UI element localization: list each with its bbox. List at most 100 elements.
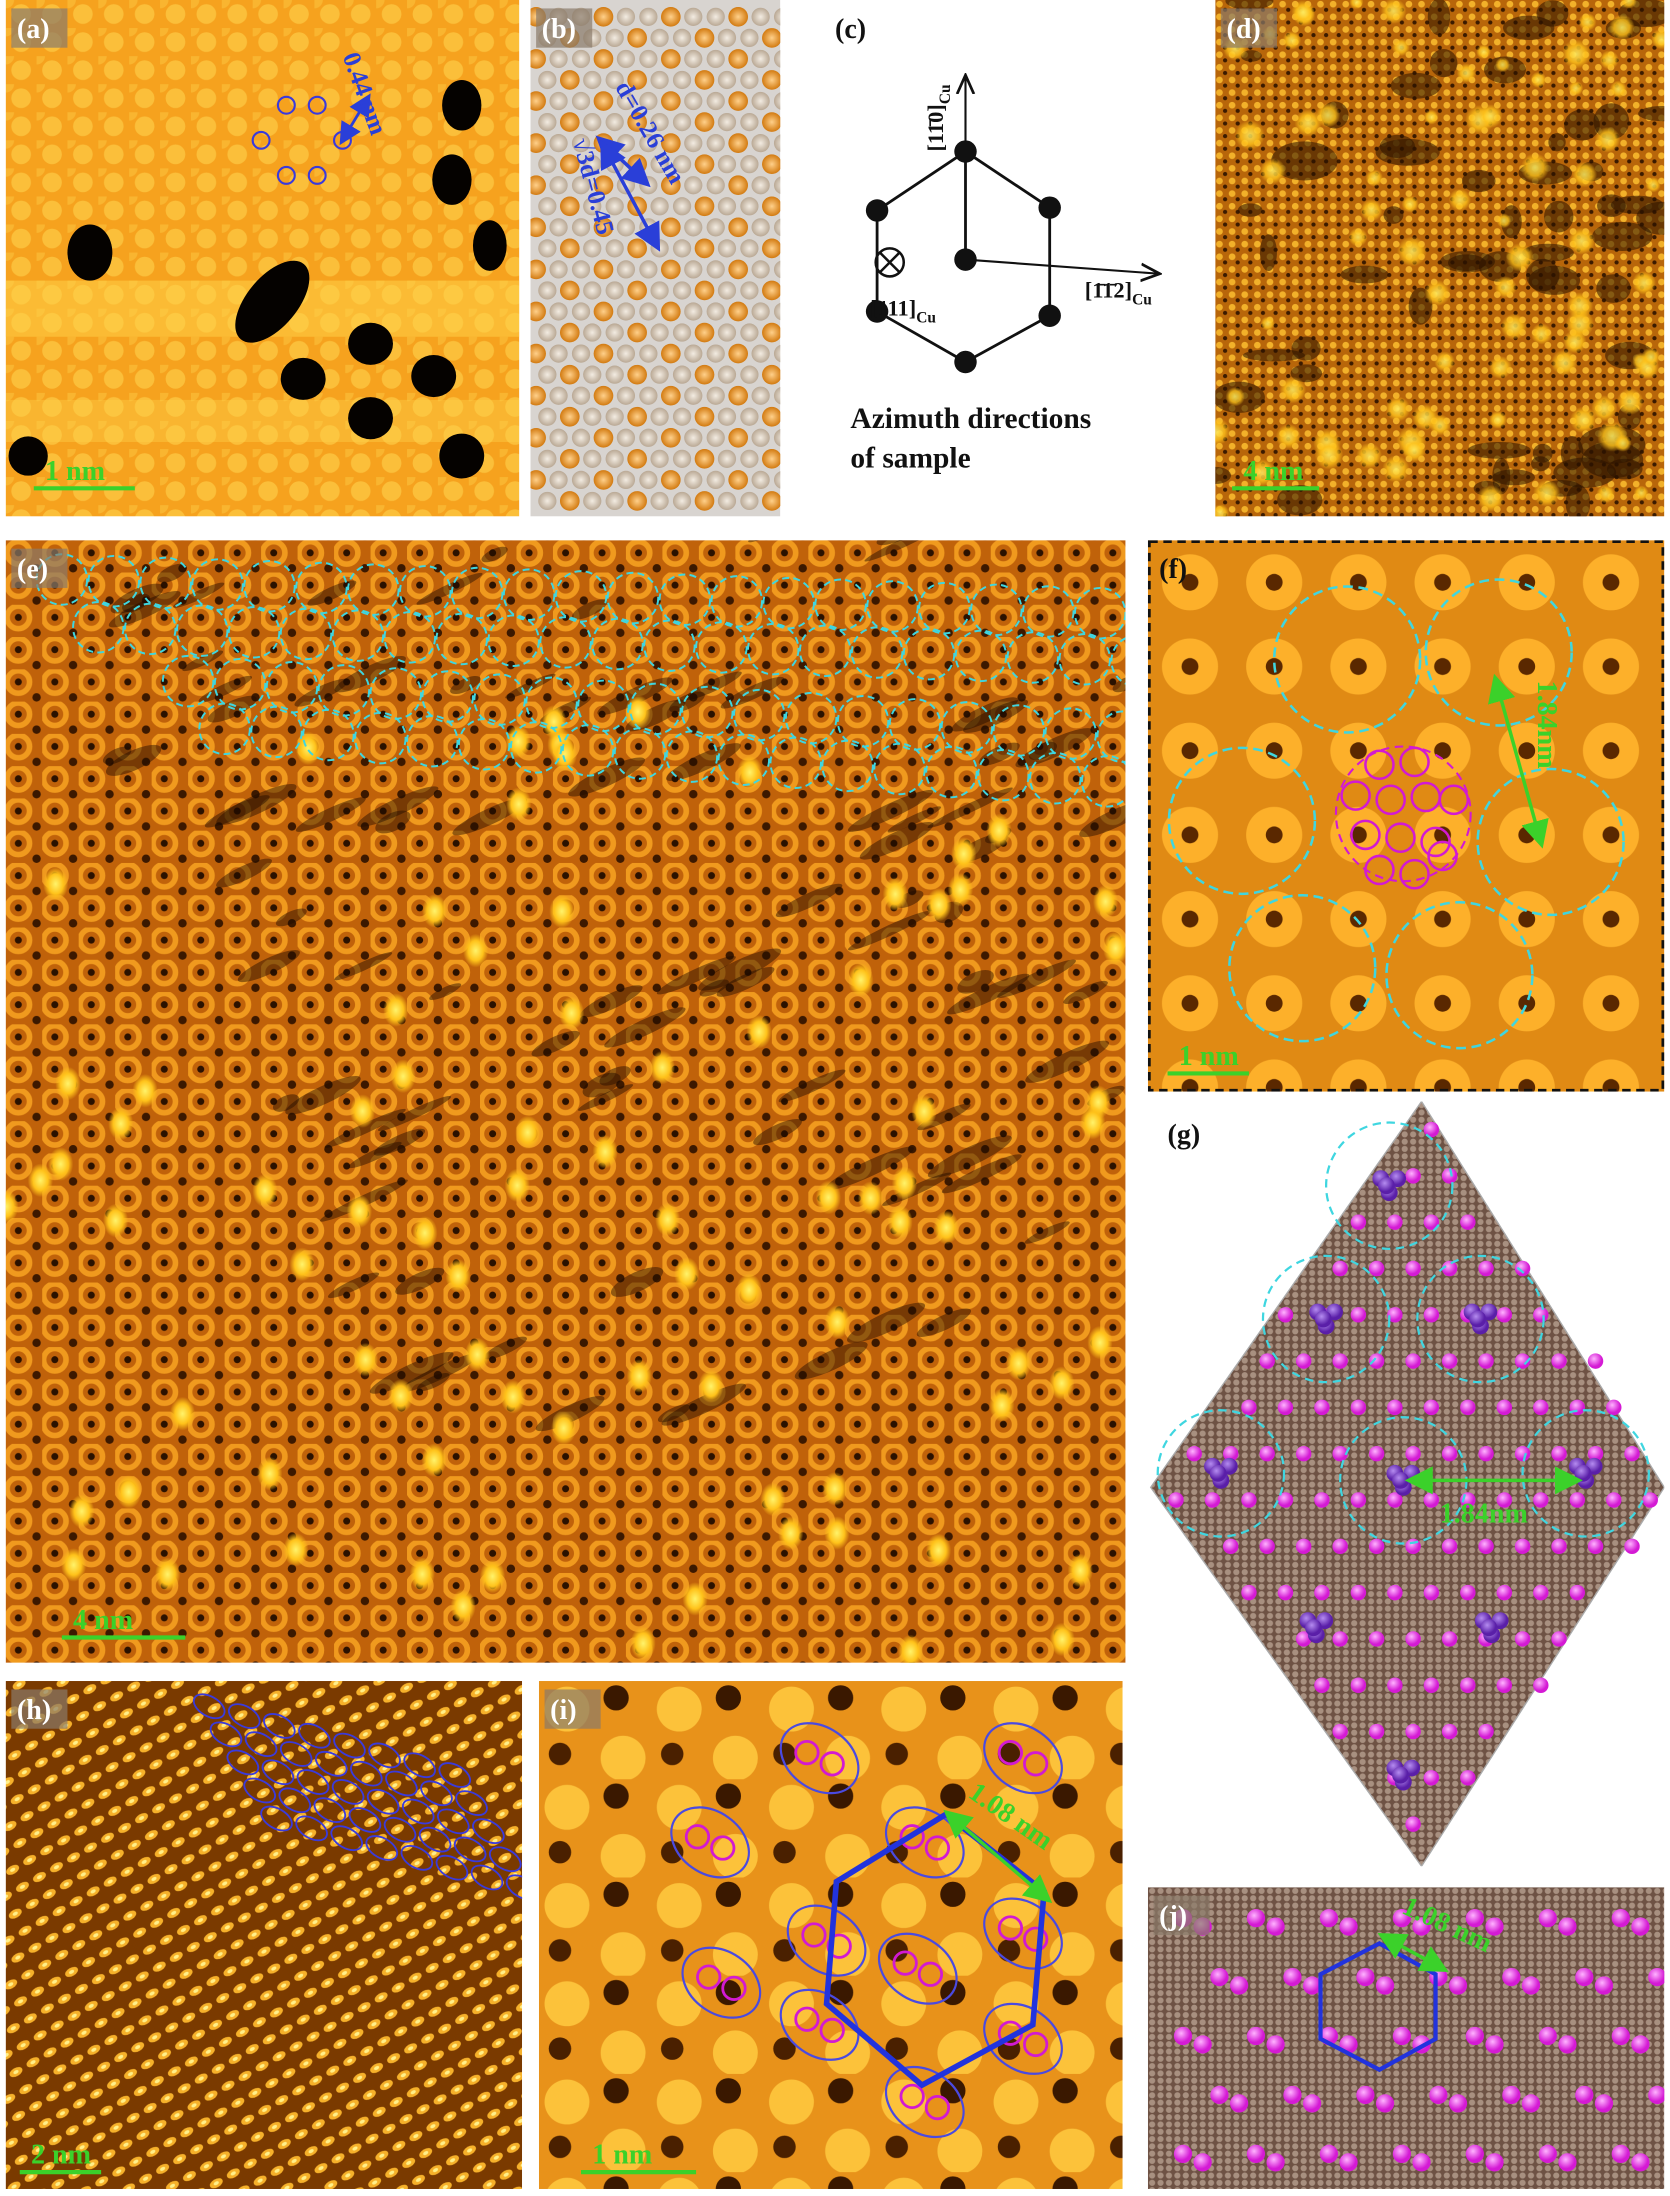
adatom	[61, 1548, 87, 1582]
cu-marker	[1350, 819, 1381, 851]
direction-label: [1̄1̄2]Cu	[1085, 277, 1153, 308]
dark-stripe	[182, 650, 224, 672]
bright-spot	[1225, 386, 1245, 407]
dark-stripe	[373, 1128, 426, 1156]
cu-atom	[1448, 2094, 1468, 2113]
cu-marker	[826, 1933, 852, 1959]
pair-marker	[385, 1770, 418, 1797]
unit-circle	[1272, 585, 1422, 734]
substrate-atom	[717, 365, 737, 384]
bright-spot	[1614, 434, 1632, 452]
cu-atom	[1441, 1353, 1458, 1369]
bright-spot	[1260, 316, 1275, 331]
substrate-atom	[717, 239, 737, 258]
dark-stripe	[599, 1066, 631, 1086]
bright-spot	[1530, 323, 1553, 345]
cu-atom	[762, 28, 781, 48]
substrate-atom	[717, 281, 737, 300]
dark-stripe	[656, 955, 736, 995]
cu-atom	[1277, 1399, 1294, 1416]
label-box	[536, 8, 593, 48]
cu-atom	[728, 7, 749, 27]
bright-spot	[1651, 28, 1665, 50]
adatom	[500, 1379, 526, 1414]
cu-atom	[1423, 1677, 1440, 1693]
cu-atom	[1405, 1168, 1421, 1184]
scale-bar-label: 1 nm	[45, 456, 105, 487]
cu-atom	[559, 196, 580, 217]
cu-atom	[559, 449, 580, 469]
bright-spot	[1448, 188, 1472, 211]
adatom	[882, 877, 908, 911]
panel-background	[827, 0, 1207, 517]
cu-atom	[1594, 1976, 1614, 1995]
bright-spot	[1382, 455, 1410, 483]
bright-spot	[1488, 355, 1513, 379]
dark-patch	[1531, 456, 1550, 472]
cu-atom	[1356, 1967, 1375, 1987]
cu-atom	[1412, 1917, 1431, 1936]
dark-patch	[1429, 49, 1458, 78]
substrate-atom	[538, 407, 557, 426]
adatom	[252, 1173, 278, 1208]
panel-a: 0.44 nm(a)1 nm	[5, 0, 520, 517]
substrate-atom	[740, 491, 759, 511]
cu-atom	[694, 449, 715, 469]
substrate-atom	[684, 91, 703, 111]
spacing-arrow	[943, 1809, 1053, 1904]
cu-atom	[762, 406, 781, 427]
cu-atom	[1521, 2094, 1541, 2113]
substrate-atom	[605, 365, 624, 384]
bright-spot	[1645, 177, 1661, 193]
substrate-atom	[672, 70, 692, 90]
substrate-atom	[773, 50, 781, 68]
bright-spot	[1391, 38, 1410, 57]
adatom	[349, 1094, 376, 1128]
bright-spot	[1609, 14, 1635, 41]
cu-atom	[1295, 1353, 1312, 1369]
cu-atom	[1387, 1307, 1403, 1323]
dark-patch	[1243, 349, 1305, 362]
cu-atom	[1423, 1770, 1440, 1786]
dark-stripe	[294, 678, 349, 707]
pair-marker	[437, 1808, 470, 1835]
substrate-atom	[650, 449, 669, 468]
unit-circle	[279, 607, 333, 661]
dark-stripe	[105, 744, 162, 776]
substrate-atom	[616, 302, 636, 321]
cu-atom	[1173, 2144, 1193, 2164]
adatom	[464, 1337, 491, 1372]
substrate-atom	[650, 365, 669, 384]
cu-atom	[1387, 1492, 1403, 1508]
unit-circle	[509, 721, 563, 774]
substrate-atom	[549, 470, 568, 490]
cu-atom	[559, 238, 580, 259]
cu-marker	[1364, 749, 1395, 781]
cu-atom	[762, 196, 781, 217]
substrate-atom	[684, 176, 703, 195]
substrate-atom	[639, 470, 658, 490]
cu-atom	[728, 427, 749, 448]
bright-spot	[1456, 63, 1477, 83]
substrate-atom	[717, 449, 737, 468]
cu-atom	[1485, 1917, 1504, 1936]
cu-atom	[1587, 1538, 1604, 1555]
cu-marker	[710, 1835, 736, 1861]
cu-atom	[1350, 1584, 1367, 1601]
panel-e: (e) 4 nm	[5, 540, 1126, 1663]
bright-spot	[1599, 50, 1619, 70]
bright-spot	[1568, 80, 1584, 96]
cu-atom	[1521, 1976, 1541, 1995]
adatom	[116, 1475, 142, 1509]
substrate-atom	[583, 112, 602, 132]
cu-atom	[559, 406, 580, 427]
cu-atom	[728, 91, 749, 111]
cu-atom	[1259, 1538, 1275, 1555]
cu-atom	[762, 322, 781, 343]
dark-stripe	[848, 910, 931, 951]
pair-marker	[472, 1818, 505, 1845]
substrate-atom	[650, 112, 669, 132]
dark-stripe	[716, 966, 775, 997]
cu-atom	[1319, 1909, 1339, 1928]
bright-spot	[1365, 169, 1384, 187]
